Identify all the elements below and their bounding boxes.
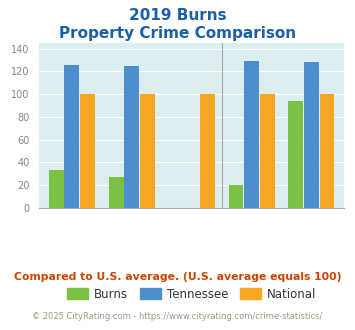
- Bar: [49, 170, 64, 208]
- Bar: [260, 94, 275, 208]
- Text: © 2025 CityRating.com - https://www.cityrating.com/crime-statistics/: © 2025 CityRating.com - https://www.city…: [32, 312, 323, 321]
- Bar: [288, 101, 303, 208]
- Bar: [109, 177, 124, 208]
- Text: 2019 Burns: 2019 Burns: [129, 8, 226, 23]
- Bar: [200, 94, 215, 208]
- Bar: [304, 62, 319, 208]
- Bar: [65, 65, 80, 208]
- Bar: [80, 94, 95, 208]
- Text: Property Crime Comparison: Property Crime Comparison: [59, 26, 296, 41]
- Legend: Burns, Tennessee, National: Burns, Tennessee, National: [62, 283, 321, 306]
- Bar: [320, 94, 334, 208]
- Bar: [124, 66, 139, 208]
- Bar: [244, 61, 259, 208]
- Text: Compared to U.S. average. (U.S. average equals 100): Compared to U.S. average. (U.S. average …: [14, 272, 341, 282]
- Bar: [229, 185, 244, 208]
- Bar: [140, 94, 155, 208]
